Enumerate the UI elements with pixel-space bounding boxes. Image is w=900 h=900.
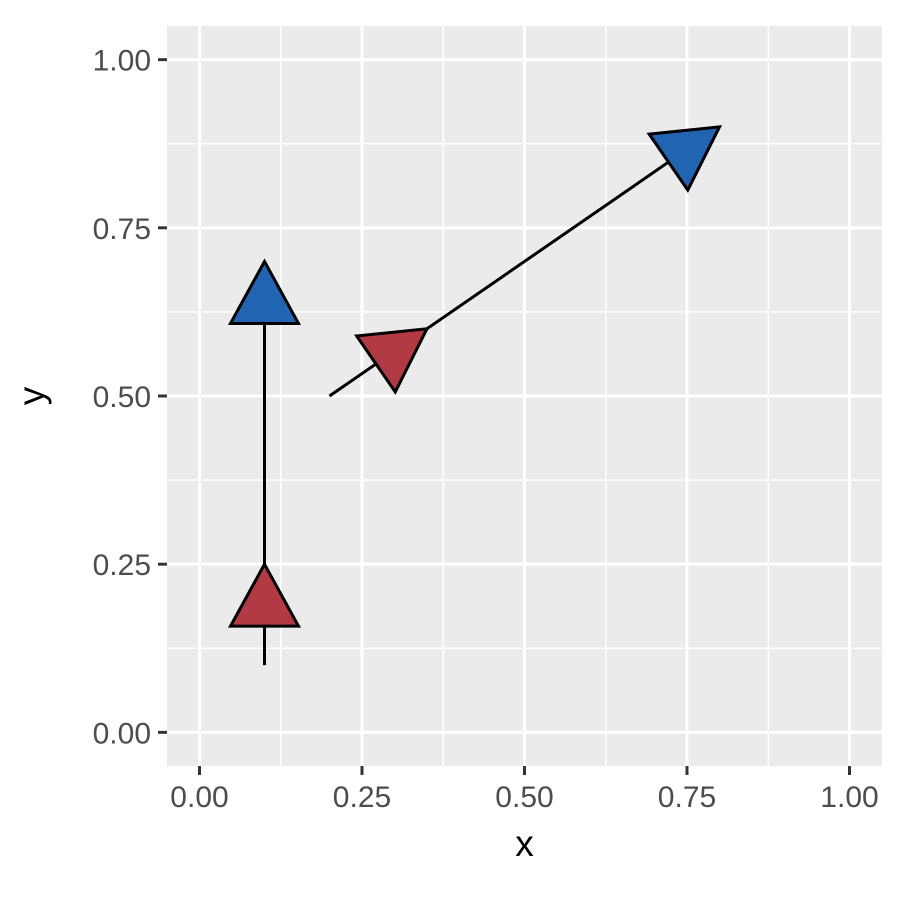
x-axis-tick-label: 1.00 [820, 781, 878, 814]
y-axis-tick-label: 0.00 [93, 717, 151, 750]
y-axis-tick-label: 0.50 [93, 381, 151, 414]
arrowhead-marker [646, 125, 723, 194]
arrowhead-marker [353, 326, 430, 395]
x-axis-tick-label: 0.75 [658, 781, 716, 814]
y-axis-title: y [11, 386, 52, 405]
x-axis-tick-label: 0.25 [333, 781, 391, 814]
arrowhead-marker [227, 258, 302, 325]
arrowhead-marker [227, 561, 302, 628]
x-axis-tick-label: 0.50 [495, 781, 553, 814]
x-axis-tick-label: 0.00 [170, 781, 228, 814]
y-axis-tick-label: 1.00 [93, 45, 151, 78]
y-axis-tick-label: 0.25 [93, 549, 151, 582]
y-axis-tick-label: 0.75 [93, 213, 151, 246]
x-axis-title: x [515, 823, 534, 864]
